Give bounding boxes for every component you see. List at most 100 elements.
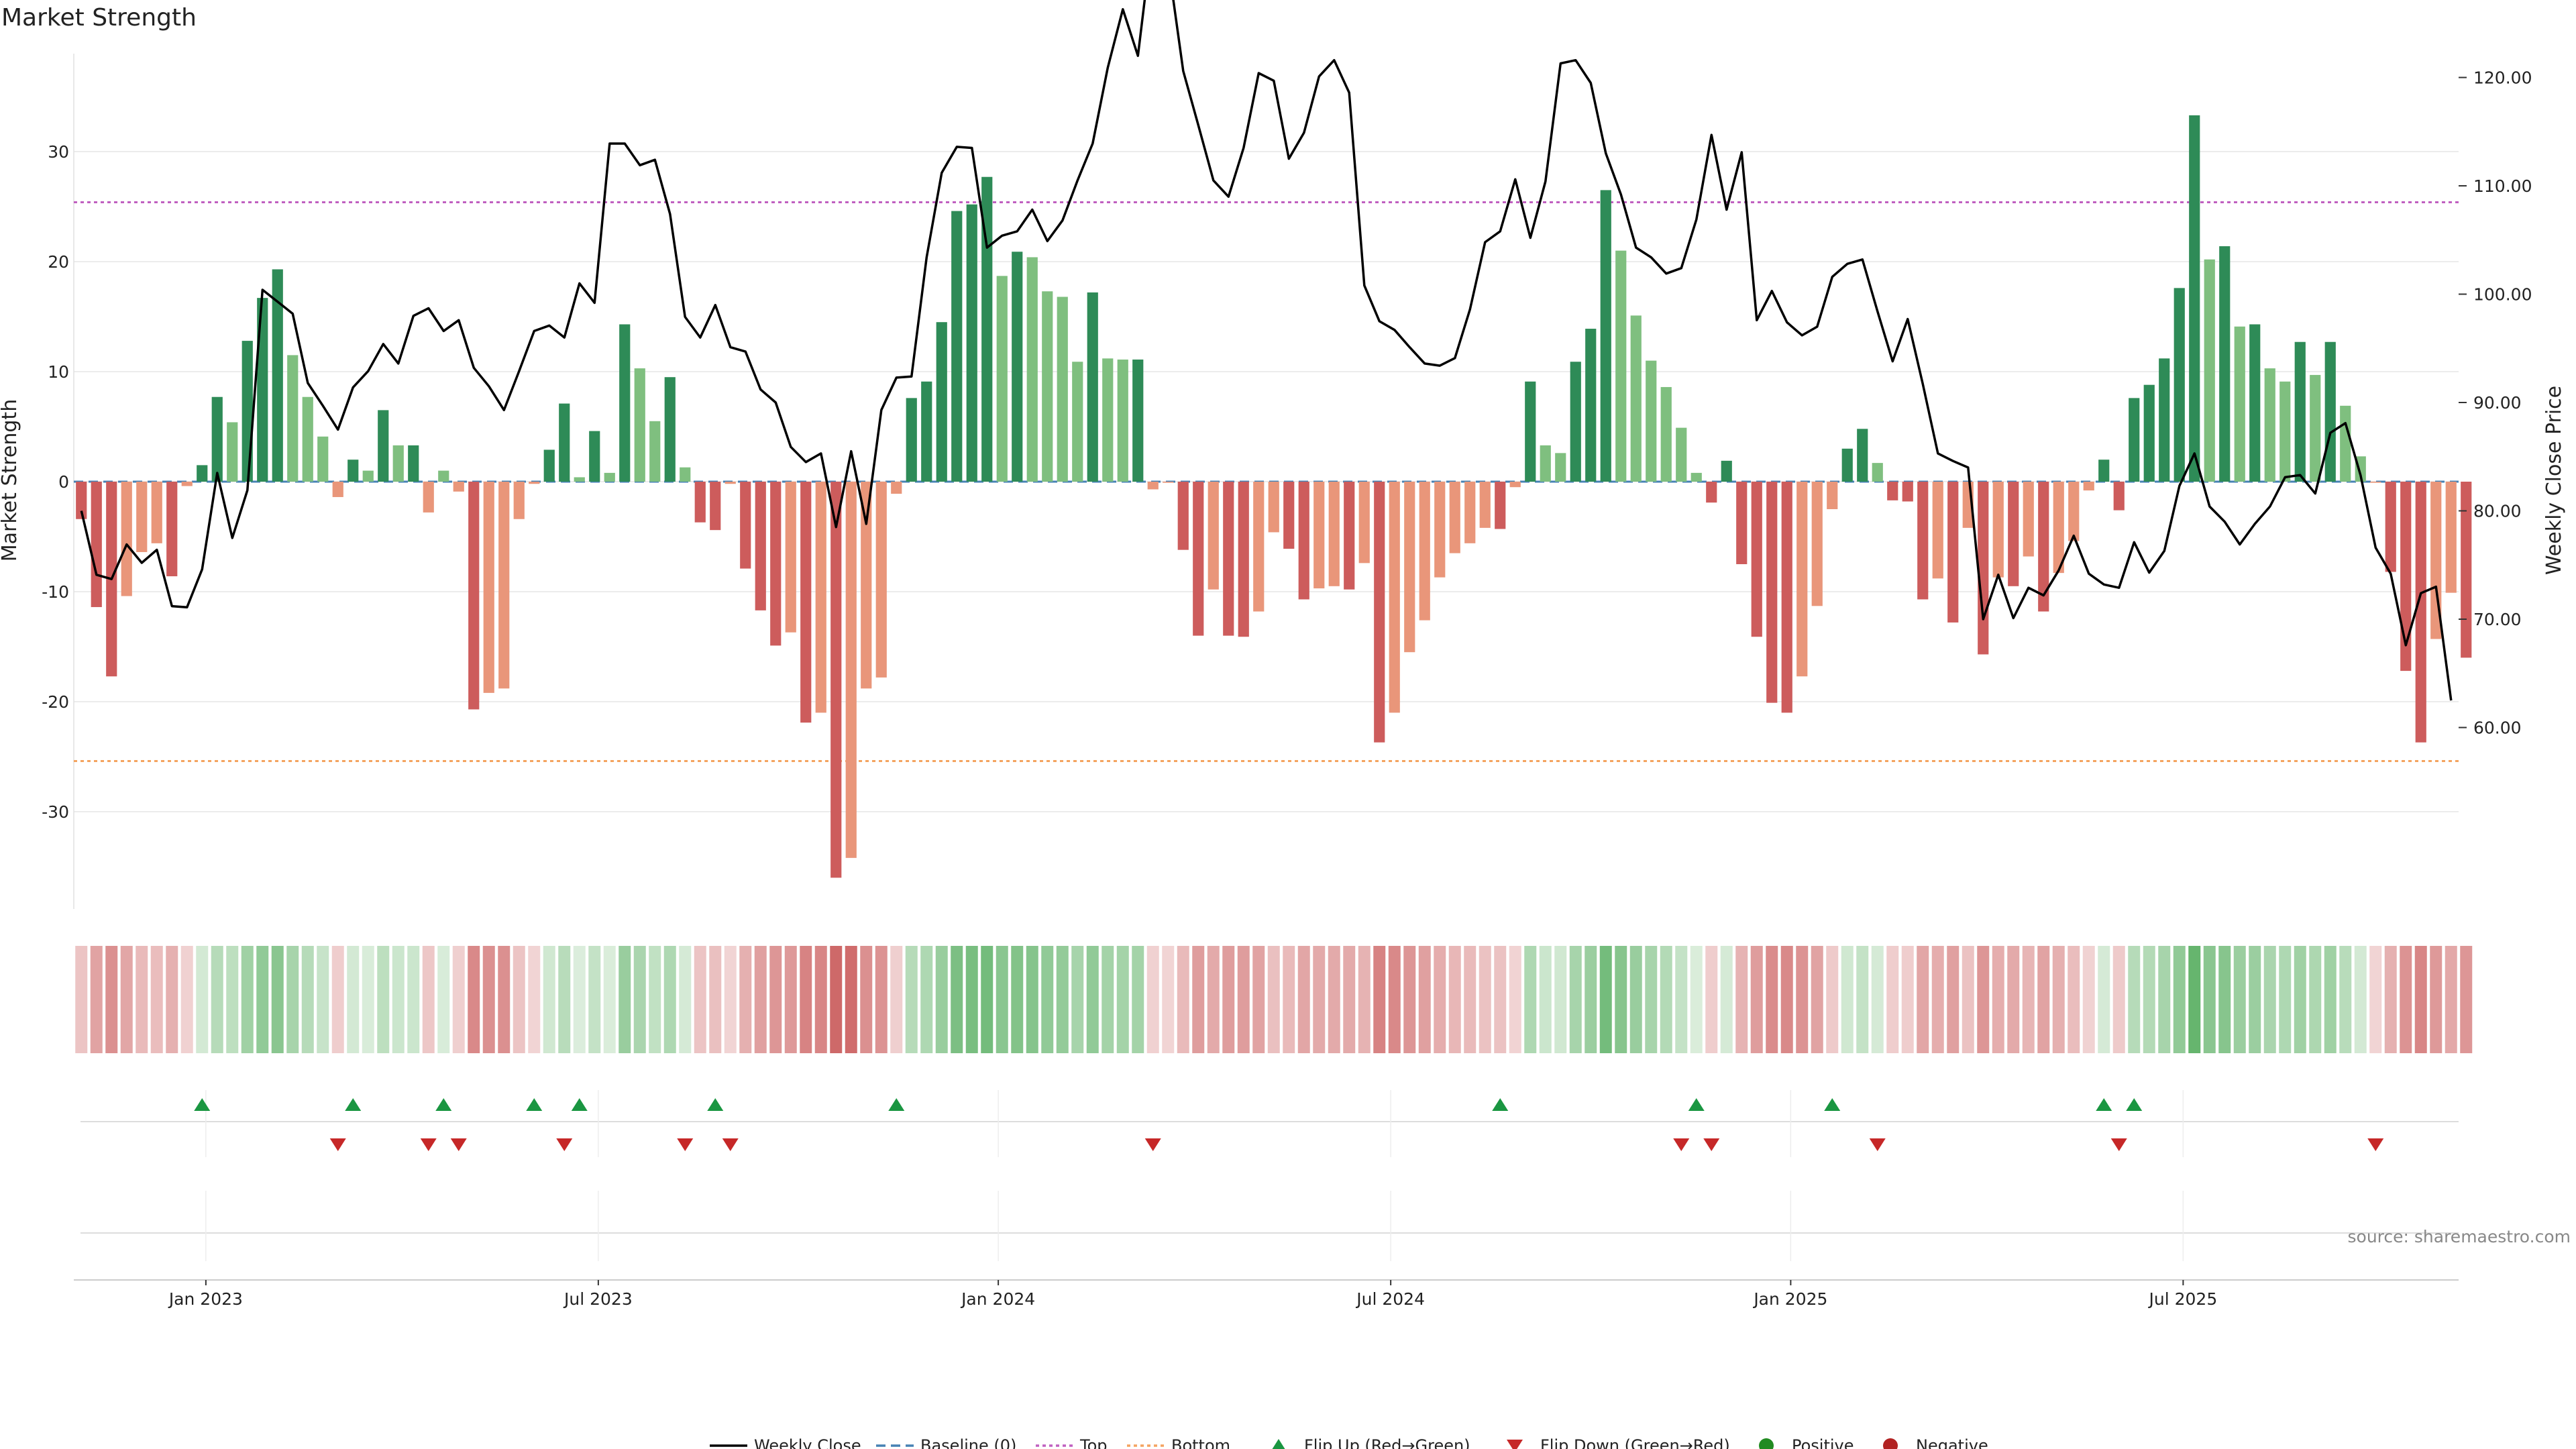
strength-bar: [197, 465, 208, 482]
strength-bar: [2294, 341, 2306, 482]
strip-cell: [377, 946, 390, 1053]
strip-cell: [996, 946, 1008, 1053]
strength-bar: [1992, 482, 2004, 578]
strip-cell: [2218, 946, 2231, 1053]
strip-cell: [1750, 946, 1763, 1053]
legend-label: Weekly Close: [754, 1436, 861, 1449]
strength-bar: [785, 482, 796, 633]
strip-cell: [1871, 946, 1884, 1053]
flip-down-marker: [1869, 1138, 1886, 1151]
strength-bar: [543, 449, 555, 482]
strength-bar: [121, 482, 132, 596]
legend-label: Top: [1079, 1436, 1108, 1449]
strip-cell: [543, 946, 555, 1053]
strength-bar: [1193, 482, 1204, 636]
strip-cell: [1146, 946, 1159, 1053]
strength-bar: [423, 482, 434, 513]
strip-cell: [1615, 946, 1627, 1053]
strength-bar: [589, 431, 600, 482]
strip-cell: [1313, 946, 1326, 1053]
strip-cell: [1886, 946, 1899, 1053]
strip-cell: [920, 946, 933, 1053]
strength-bar: [1540, 445, 1551, 482]
strength-bar: [1827, 482, 1838, 509]
strip-cell: [769, 946, 782, 1053]
strength-bar: [1932, 482, 1943, 579]
strip-cell: [1418, 946, 1431, 1053]
strip-cell: [1479, 946, 1491, 1053]
legend-item: Weekly Close: [710, 1436, 861, 1449]
strength-bar: [724, 482, 736, 484]
strength-bar: [1087, 292, 1098, 482]
strip-cell: [1267, 946, 1280, 1053]
strip-cell: [2037, 946, 2050, 1053]
strip-cell: [2384, 946, 2397, 1053]
strip-cell: [1811, 946, 1823, 1053]
y-tick-label: 0: [58, 472, 69, 492]
strip-cell: [1524, 946, 1537, 1053]
strength-bar: [1751, 482, 1762, 637]
strip-cell: [1539, 946, 1552, 1053]
legend-swatch: [1883, 1438, 1898, 1449]
strip-cell: [196, 946, 209, 1053]
strength-bar: [861, 482, 872, 689]
strip-cell: [679, 946, 692, 1053]
strength-bar: [1509, 482, 1521, 488]
strip-cell: [1585, 946, 1597, 1053]
strength-bar: [1283, 482, 1295, 549]
strength-bar: [1057, 297, 1068, 482]
strength-bar: [1887, 482, 1898, 500]
strength-bar: [1841, 448, 1853, 482]
y-axis-right: 130.00120.00110.00100.0090.0080.0070.006…: [2459, 68, 2532, 738]
strength-bar: [2098, 460, 2110, 482]
strength-bar: [996, 276, 1008, 482]
strength-bar: [2174, 288, 2185, 482]
strength-bar: [1902, 482, 1913, 502]
strip-cell: [120, 946, 133, 1053]
strength-bar: [1947, 482, 1959, 623]
strength-bar: [1660, 386, 1672, 482]
strength-bar: [2415, 482, 2426, 743]
strip-cell: [1071, 946, 1084, 1053]
strip-cell: [166, 946, 178, 1053]
strength-bar: [1630, 315, 1642, 482]
heat-strip: [75, 946, 2473, 1053]
strip-cell: [301, 946, 314, 1053]
strip-cell: [180, 946, 193, 1053]
strip-cell: [603, 946, 616, 1053]
strength-bar: [1419, 482, 1430, 621]
strength-bar: [845, 482, 857, 858]
strip-cell: [2082, 946, 2095, 1053]
strip-cell: [905, 946, 918, 1053]
flip-up-marker: [1688, 1098, 1705, 1111]
strength-bar: [1706, 482, 1717, 503]
strength-bar: [498, 482, 510, 689]
strength-bar: [1223, 482, 1234, 636]
strength-bar: [2279, 381, 2291, 482]
strip-cell: [935, 946, 948, 1053]
strip-cell: [1675, 946, 1688, 1053]
strength-bar: [1495, 482, 1506, 529]
flip-down-marker: [1703, 1138, 1720, 1151]
strength-bar: [800, 482, 812, 723]
strip-cell: [362, 946, 374, 1053]
strip-cell: [528, 946, 541, 1053]
strip-cell: [981, 946, 994, 1053]
strip-cell: [241, 946, 254, 1053]
flip-down-marker: [2110, 1138, 2127, 1151]
strip-cell: [317, 946, 329, 1053]
strip-cell: [754, 946, 767, 1053]
legend-label: Bottom: [1171, 1436, 1230, 1449]
strength-bar: [770, 482, 782, 646]
strip-cell: [2324, 946, 2337, 1053]
legend-swatch: [1759, 1438, 1774, 1449]
strength-bar: [408, 445, 419, 482]
strip-cell: [150, 946, 163, 1053]
strength-bar: [287, 355, 299, 482]
strip-cell: [1252, 946, 1265, 1053]
strip-cell: [2279, 946, 2292, 1053]
legend-label: Baseline (0): [920, 1436, 1016, 1449]
strength-bar: [2143, 384, 2155, 482]
strength-bar: [1102, 358, 1114, 482]
strip-cell: [1388, 946, 1401, 1053]
